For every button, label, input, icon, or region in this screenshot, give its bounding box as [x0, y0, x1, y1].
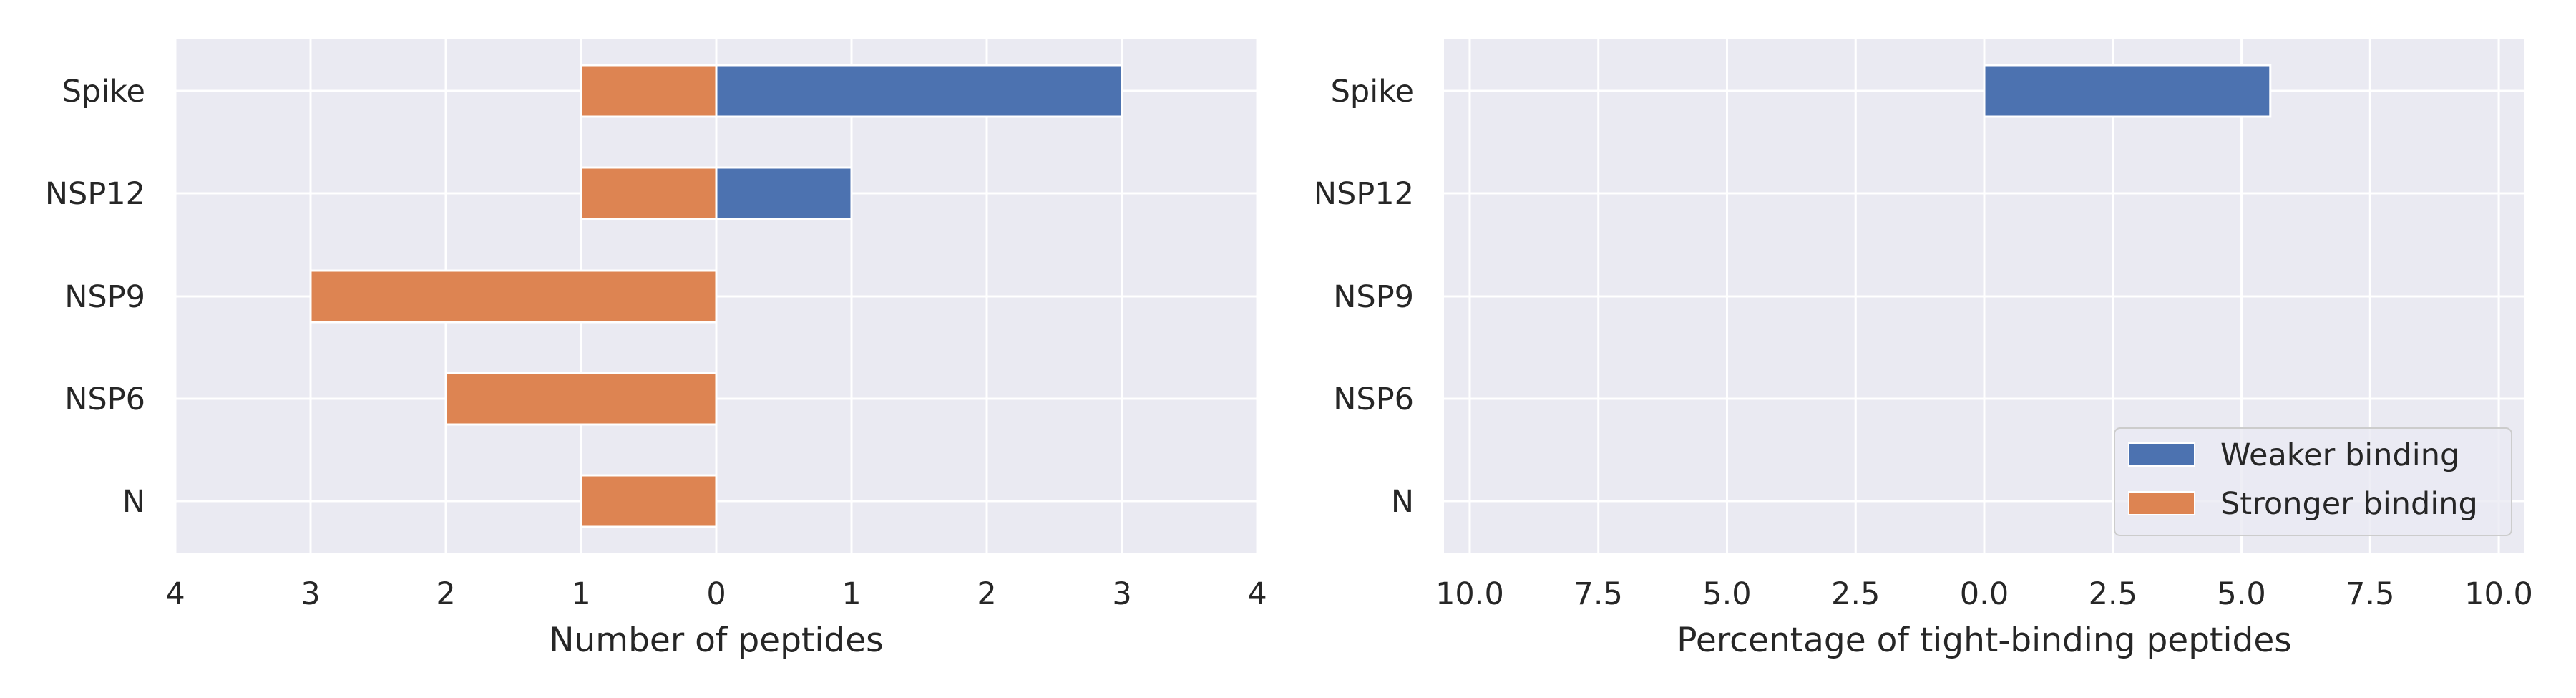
left-bar-stronger-nsp6	[444, 372, 718, 426]
legend-frame	[2114, 427, 2512, 536]
legend-label-weaker: Weaker binding	[2220, 437, 2459, 473]
right-x-axis-label: Percentage of tight-binding peptides	[1677, 621, 2292, 660]
left-bar-stronger-nsp9	[309, 269, 718, 324]
legend: Weaker binding Stronger binding	[2114, 427, 2512, 536]
left-ytick-label-2: NSP9	[64, 279, 145, 315]
left-bar-stronger-nsp12	[580, 166, 718, 220]
right-xtick-label-3: 2.5	[1831, 576, 1880, 612]
left-xtick-label-3: 1	[571, 576, 590, 612]
right-xtick-label-0: 10.0	[1435, 576, 1504, 612]
chart-percentage-tight-binding: Spike NSP12 NSP9 NSP6 N 10.0 7.5 5.0 2.5 0.0 2.5 5.…	[1314, 39, 2533, 660]
left-xtick-label-5: 1	[841, 576, 861, 612]
right-ytick-label-0: Spike	[1331, 74, 1414, 110]
left-ytick-label-4: N	[122, 484, 145, 520]
right-xtick-label-6: 5.0	[2217, 576, 2265, 612]
left-xtick-label-0: 4	[165, 576, 185, 612]
left-bar-stronger-n	[580, 474, 718, 528]
left-x-axis-label: Number of peptides	[549, 621, 883, 660]
chart-number-of-peptides: Spike NSP12 NSP9 NSP6 N 4 3 2 1 0 1 2 3 4 Number of pe…	[45, 39, 1267, 660]
legend-label-stronger: Stronger binding	[2220, 486, 2478, 522]
right-xtick-label-2: 5.0	[1702, 576, 1751, 612]
left-xtick-label-1: 3	[301, 576, 320, 612]
right-ytick-label-1: NSP12	[1314, 176, 1414, 212]
left-ytick-label-0: Spike	[62, 74, 145, 110]
right-bar-weaker-spike	[1983, 64, 2272, 118]
right-xtick-label-8: 10.0	[2464, 576, 2533, 612]
left-xtick-label-6: 2	[977, 576, 996, 612]
left-bar-weaker-nsp12	[715, 166, 853, 220]
left-ytick-label-3: NSP6	[64, 382, 145, 417]
legend-swatch-stronger	[2128, 491, 2195, 515]
right-xtick-label-7: 7.5	[2346, 576, 2394, 612]
right-xtick-label-1: 7.5	[1574, 576, 1623, 612]
left-xtick-label-4: 0	[706, 576, 726, 612]
right-xtick-label-4: 0.0	[1960, 576, 2009, 612]
left-xtick-label-7: 3	[1112, 576, 1131, 612]
right-ytick-label-3: NSP6	[1333, 382, 1414, 417]
legend-swatch-weaker	[2128, 442, 2195, 467]
right-xtick-label-5: 2.5	[2089, 576, 2137, 612]
left-xtick-label-2: 2	[436, 576, 455, 612]
left-ytick-label-1: NSP12	[45, 176, 145, 212]
right-ytick-label-2: NSP9	[1333, 279, 1414, 315]
left-xtick-label-8: 4	[1247, 576, 1267, 612]
left-bar-weaker-spike	[715, 64, 1123, 118]
right-ytick-label-4: N	[1391, 484, 1414, 520]
left-bar-stronger-spike	[580, 64, 718, 118]
